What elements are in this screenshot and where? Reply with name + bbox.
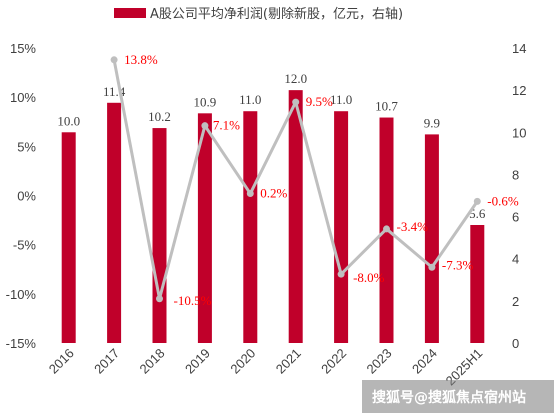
line-point (156, 295, 163, 303)
line-point (110, 56, 118, 64)
x-tick-label: 2016 (46, 346, 77, 377)
x-tick-label: 2020 (227, 346, 258, 377)
bar (152, 128, 167, 343)
bar (424, 134, 439, 343)
right-tick-label: 0 (512, 336, 519, 351)
bar (288, 90, 303, 344)
right-tick-label: 2 (512, 294, 519, 309)
line-data-label: 9.5% (306, 94, 333, 109)
watermark-backdrop (362, 380, 554, 413)
right-tick-label: 6 (512, 210, 519, 225)
bar-data-label: 9.9 (424, 115, 440, 130)
left-tick-label: -15% (6, 336, 37, 351)
line-data-label: -8.0% (353, 270, 385, 285)
bar (243, 111, 258, 343)
bar-data-label: 11.0 (239, 92, 261, 107)
right-axis: 14 12 10 8 6 4 2 0 (512, 41, 526, 351)
line-series (110, 56, 481, 303)
line-data-label: -10.5% (174, 293, 212, 308)
bar-data-label: 10.0 (57, 113, 80, 128)
x-tick-label: 2024 (409, 346, 440, 377)
right-tick-label: 8 (512, 167, 519, 182)
line-point (428, 263, 436, 271)
x-tick-label: 2022 (318, 346, 349, 377)
right-tick-label: 4 (512, 252, 519, 267)
left-tick-label: 5% (17, 139, 36, 154)
line-labels: 13.8% -10.5% 7.1% 0.2% 9.5% -8.0% -3.4% -7.3% -0… (124, 52, 519, 308)
bar-data-label: 10.7 (375, 99, 398, 114)
bar (61, 132, 76, 343)
x-tick-label: 2017 (91, 346, 122, 377)
line-point (201, 122, 209, 130)
bar-series (61, 90, 485, 344)
left-tick-label: 10% (10, 90, 36, 105)
bar-data-label: 12.0 (284, 71, 307, 86)
x-tick-label: 2021 (273, 346, 304, 377)
bar (197, 113, 212, 343)
line-data-label: -7.3% (442, 257, 474, 272)
left-tick-label: -10% (6, 287, 37, 302)
bar (470, 225, 485, 343)
bar-data-label: 10.9 (194, 94, 217, 109)
legend-swatch (114, 8, 146, 18)
right-tick-label: 10 (512, 125, 526, 140)
line-point (383, 225, 390, 233)
left-tick-label: 15% (10, 41, 36, 56)
left-tick-label: -5% (13, 238, 37, 253)
legend-label: A股公司平均净利润(剔除新股，亿元，右轴) (150, 6, 403, 22)
x-tick-label: 2018 (137, 346, 168, 377)
line-data-label: -0.6% (487, 193, 519, 208)
line-data-label: 7.1% (213, 118, 240, 133)
line-data-label: 0.2% (260, 186, 287, 201)
watermark: 搜狐号@搜狐焦点宿州站 (372, 389, 526, 406)
line-point (337, 270, 345, 278)
x-tick-label: 2023 (364, 346, 395, 377)
bar (107, 102, 122, 344)
line-point (292, 98, 300, 106)
line-data-label: 13.8% (124, 52, 158, 67)
right-tick-label: 12 (512, 83, 526, 98)
bar-data-label: 11.0 (330, 92, 352, 107)
bar-data-label: 10.2 (148, 109, 171, 124)
line-point (246, 190, 254, 198)
right-tick-label: 14 (512, 41, 526, 56)
line-point (473, 197, 481, 205)
left-tick-label: 0% (17, 189, 36, 204)
line-data-label: -3.4% (397, 219, 429, 234)
bar (334, 111, 349, 343)
left-axis: 15% 10% 5% 0% -5% -10% -15% (6, 41, 37, 351)
x-tick-label: 2019 (182, 346, 213, 377)
